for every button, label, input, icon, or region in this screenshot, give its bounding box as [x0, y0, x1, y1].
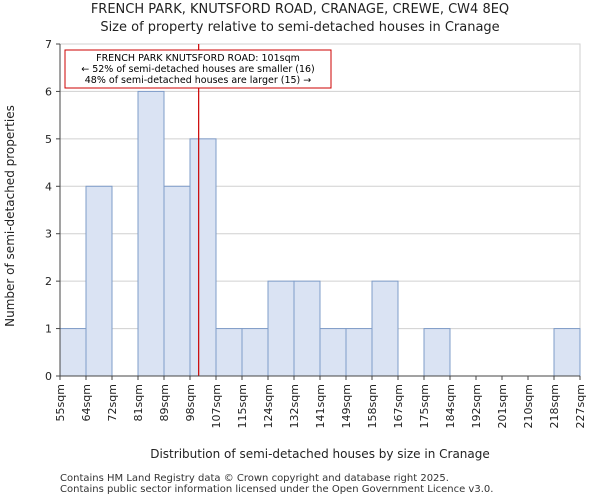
x-tick-label: 55sqm: [54, 384, 67, 421]
y-tick-label: 4: [45, 180, 52, 193]
x-tick-label: 98sqm: [184, 384, 197, 421]
bar: [345, 328, 373, 377]
x-tick-label: 72sqm: [106, 384, 119, 421]
bars: [59, 90, 581, 377]
axes: 0 1 2 3 4 5 6 7 55sqm 64sqm 72sqm 81sqm 89sqm 98sqm 10…: [45, 38, 587, 428]
bar: [293, 280, 321, 377]
y-tick-label: 1: [45, 323, 52, 336]
bar: [371, 280, 399, 377]
chart-title: FRENCH PARK, KNUTSFORD ROAD, CRANAGE, CR…: [90, 2, 510, 17]
bar: [241, 328, 269, 377]
bar: [267, 280, 295, 377]
footer-line-2: Contains public sector information licen…: [60, 484, 494, 495]
annotation-line: ← 52% of semi-detached houses are smalle…: [81, 64, 315, 75]
bar: [215, 328, 243, 377]
y-tick-label: 6: [45, 85, 52, 98]
bar: [423, 328, 451, 377]
x-axis-label: Distribution of semi-detached houses by …: [150, 447, 490, 461]
y-tick-label: 3: [45, 228, 52, 241]
x-tick-label: 64sqm: [80, 384, 93, 421]
x-tick-label: 218sqm: [548, 384, 561, 428]
y-tick-label: 0: [45, 370, 52, 383]
y-tick-label: 5: [45, 133, 52, 146]
y-tick-label: 2: [45, 275, 52, 288]
x-tick-label: 149sqm: [340, 384, 353, 428]
x-tick-label: 141sqm: [314, 384, 327, 428]
x-tick-label: 175sqm: [418, 384, 431, 428]
annotation-box: FRENCH PARK KNUTSFORD ROAD: 101sqm← 52% …: [64, 49, 332, 89]
x-tick-label: 167sqm: [392, 384, 405, 428]
x-tick-label: 107sqm: [210, 384, 223, 428]
annotation-frame: [64, 49, 332, 89]
footer-line-1: Contains HM Land Registry data © Crown c…: [60, 473, 449, 484]
y-axis-label: Number of semi-detached properties: [3, 105, 17, 327]
x-tick-label: 158sqm: [366, 384, 379, 428]
x-tick-label: 201sqm: [496, 384, 509, 428]
x-tick-label: 89sqm: [158, 384, 171, 421]
x-tick-label: 124sqm: [262, 384, 275, 428]
x-tick-label: 81sqm: [132, 384, 145, 421]
chart-subtitle: Size of property relative to semi-detach…: [100, 20, 500, 35]
bar: [553, 328, 581, 377]
x-tick-label: 132sqm: [288, 384, 301, 428]
x-tick-label: 184sqm: [444, 384, 457, 428]
bar: [189, 138, 217, 377]
bar: [59, 328, 87, 377]
x-tick-label: 115sqm: [236, 384, 249, 428]
bar: [137, 90, 165, 377]
bar: [85, 185, 113, 377]
bar: [163, 185, 191, 377]
annotation-line: FRENCH PARK KNUTSFORD ROAD: 101sqm: [96, 53, 300, 64]
annotation-line: 48% of semi-detached houses are larger (…: [85, 75, 312, 86]
x-tick-label: 227sqm: [574, 384, 587, 428]
bar: [319, 328, 347, 377]
x-tick-label: 192sqm: [470, 384, 483, 428]
x-tick-label: 210sqm: [522, 384, 535, 428]
y-tick-label: 7: [45, 38, 52, 51]
